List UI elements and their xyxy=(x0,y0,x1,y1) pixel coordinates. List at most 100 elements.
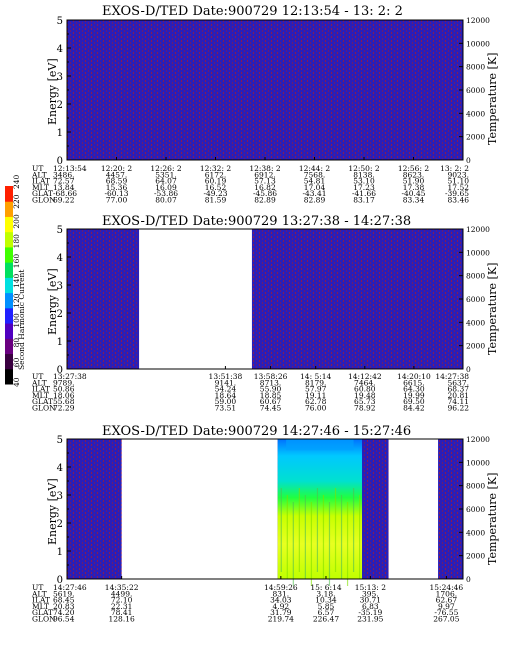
table-cell: 19.11 xyxy=(305,391,326,400)
table-row-label: ILAT xyxy=(32,177,50,186)
table-cell: 51.90 xyxy=(403,177,425,186)
table-row-label: ALT xyxy=(31,589,47,598)
spectrogram-block xyxy=(67,229,140,369)
table-cell: 4.92 xyxy=(272,602,289,611)
colorbar-tick-label: 160 xyxy=(12,254,21,269)
flux-top-band xyxy=(286,439,354,451)
colorbar-swatch xyxy=(5,186,13,202)
panel-1-ylabel: Energy [eV] xyxy=(46,58,59,125)
table-cell: 51.10 xyxy=(448,177,470,186)
flux-streak xyxy=(334,488,337,572)
table-row-label: MLT xyxy=(32,602,49,611)
y-tick-label: 2 xyxy=(57,100,63,111)
table-cell: 81.59 xyxy=(205,196,227,205)
y2-tick-label: 0 xyxy=(466,156,471,165)
flux-streak xyxy=(298,488,300,572)
colorbar-tick-label: 200 xyxy=(12,214,21,229)
colorbar-swatch xyxy=(5,323,13,339)
colorbar-tick-label: 180 xyxy=(12,234,21,249)
table-row-label: GLON xyxy=(32,404,56,413)
table-cell: 83.17 xyxy=(353,196,375,205)
y-tick-label: 1 xyxy=(57,128,63,139)
table-cell: 18.64 xyxy=(215,391,237,400)
y-tick-label: 4 xyxy=(57,44,63,55)
colorbar-tick-label: 220 xyxy=(12,194,21,209)
colorbar-label: Second Harmonic Current xyxy=(17,270,26,370)
panel-2-ephemeris-table: UT 13:27:38 13:51:38 13:58:26 14: 5:14 14:12:… xyxy=(31,372,469,413)
table-cell: 62.67 xyxy=(436,596,458,605)
panel-2-ylabel: Energy [eV] xyxy=(46,268,59,335)
table-cell: 69.22 xyxy=(53,196,75,205)
table-cell: 13: 2: 2 xyxy=(440,164,469,173)
table-row-label: GLAT xyxy=(32,397,53,406)
table-cell: 17.52 xyxy=(448,183,470,192)
table-cell: 14:27:46 xyxy=(53,583,87,592)
table-cell: 55.90 xyxy=(260,385,282,394)
table-cell: -35.19 xyxy=(358,608,382,617)
table-cell: 6.57 xyxy=(318,608,335,617)
table-cell: 7464. xyxy=(354,378,375,387)
table-row-label: ILAT xyxy=(32,596,50,605)
table-cell: 15:13: 2 xyxy=(355,583,387,592)
y-tick-label: 5 xyxy=(57,16,63,27)
table-cell: -60.13 xyxy=(104,189,128,198)
table-cell: 20.81 xyxy=(448,391,469,400)
flux-streak xyxy=(322,495,325,579)
table-cell: 96.54 xyxy=(53,615,75,624)
table-cell: 60.67 xyxy=(260,397,282,406)
table-row-label: ALT xyxy=(31,170,47,179)
table-cell: 14:20:10 xyxy=(397,372,431,381)
table-cell: 14:59:26 xyxy=(264,583,298,592)
table-cell: 72.10 xyxy=(111,596,133,605)
table-cell: 65.73 xyxy=(354,397,376,406)
table-cell: 16.82 xyxy=(254,183,276,192)
colorbar-swatch xyxy=(5,216,13,233)
table-cell: 7568. xyxy=(304,170,325,179)
y2-tick-label: 4000 xyxy=(466,528,485,537)
colorbar-swatch xyxy=(5,277,13,294)
colorbar-swatch xyxy=(5,353,13,370)
spectrogram-block xyxy=(438,439,463,579)
colorbar-swatch xyxy=(5,201,13,217)
colorbar-swatch xyxy=(5,231,13,248)
table-cell: 5351. xyxy=(155,170,176,179)
table-cell: 74.20 xyxy=(53,608,75,617)
table-row-label: UT xyxy=(32,583,43,592)
table-cell: 16.52 xyxy=(205,183,227,192)
table-cell: 57.97 xyxy=(305,385,327,394)
table-cell: 13:51:38 xyxy=(209,372,243,381)
table-cell: 96.22 xyxy=(448,404,470,413)
flux-streak xyxy=(286,495,288,579)
table-cell: 59.00 xyxy=(215,397,237,406)
table-cell: 78.92 xyxy=(354,404,376,413)
y2-tick-label: 2000 xyxy=(466,133,485,142)
table-row-label: MLT xyxy=(32,391,49,400)
y2-tick-label: 12000 xyxy=(466,225,490,234)
table-cell: -45.86 xyxy=(253,189,277,198)
table-cell: 12:32: 2 xyxy=(200,164,232,173)
table-cell: 74.11 xyxy=(448,397,469,406)
y2-tick-label: 0 xyxy=(466,365,471,374)
colorbar-swatch xyxy=(5,368,13,385)
table-row-label: UT xyxy=(32,164,43,173)
colorbar-tick-label: 140 xyxy=(12,273,21,288)
table-cell: 84.42 xyxy=(403,404,425,413)
table-row-label: ALT xyxy=(31,378,47,387)
table-cell: 6.83 xyxy=(362,602,379,611)
table-cell: 82.89 xyxy=(304,196,326,205)
y2-tick-label: 6000 xyxy=(466,505,485,514)
y2-tick-label: 0 xyxy=(466,575,471,584)
y2-tick-label: 10000 xyxy=(466,39,490,48)
colorbar-tick-label: 80 xyxy=(12,338,21,348)
panel-2-plot-area xyxy=(67,229,463,369)
y-tick-label: 1 xyxy=(57,547,63,558)
panel-3-y2label: Temperature [K] xyxy=(486,473,499,565)
panel-2-axes: 0 1 2 3 4 5 0 2000 4000 6000 8000 10000 12000 xyxy=(57,225,490,376)
table-cell: 18.85 xyxy=(260,391,282,400)
table-cell: 12:20: 2 xyxy=(101,164,133,173)
table-cell: -49.23 xyxy=(203,189,227,198)
table-cell: 18.06 xyxy=(53,391,75,400)
table-cell: 82.89 xyxy=(254,196,276,205)
table-cell: 12:26: 2 xyxy=(150,164,182,173)
y2-tick-label: 6000 xyxy=(466,86,485,95)
